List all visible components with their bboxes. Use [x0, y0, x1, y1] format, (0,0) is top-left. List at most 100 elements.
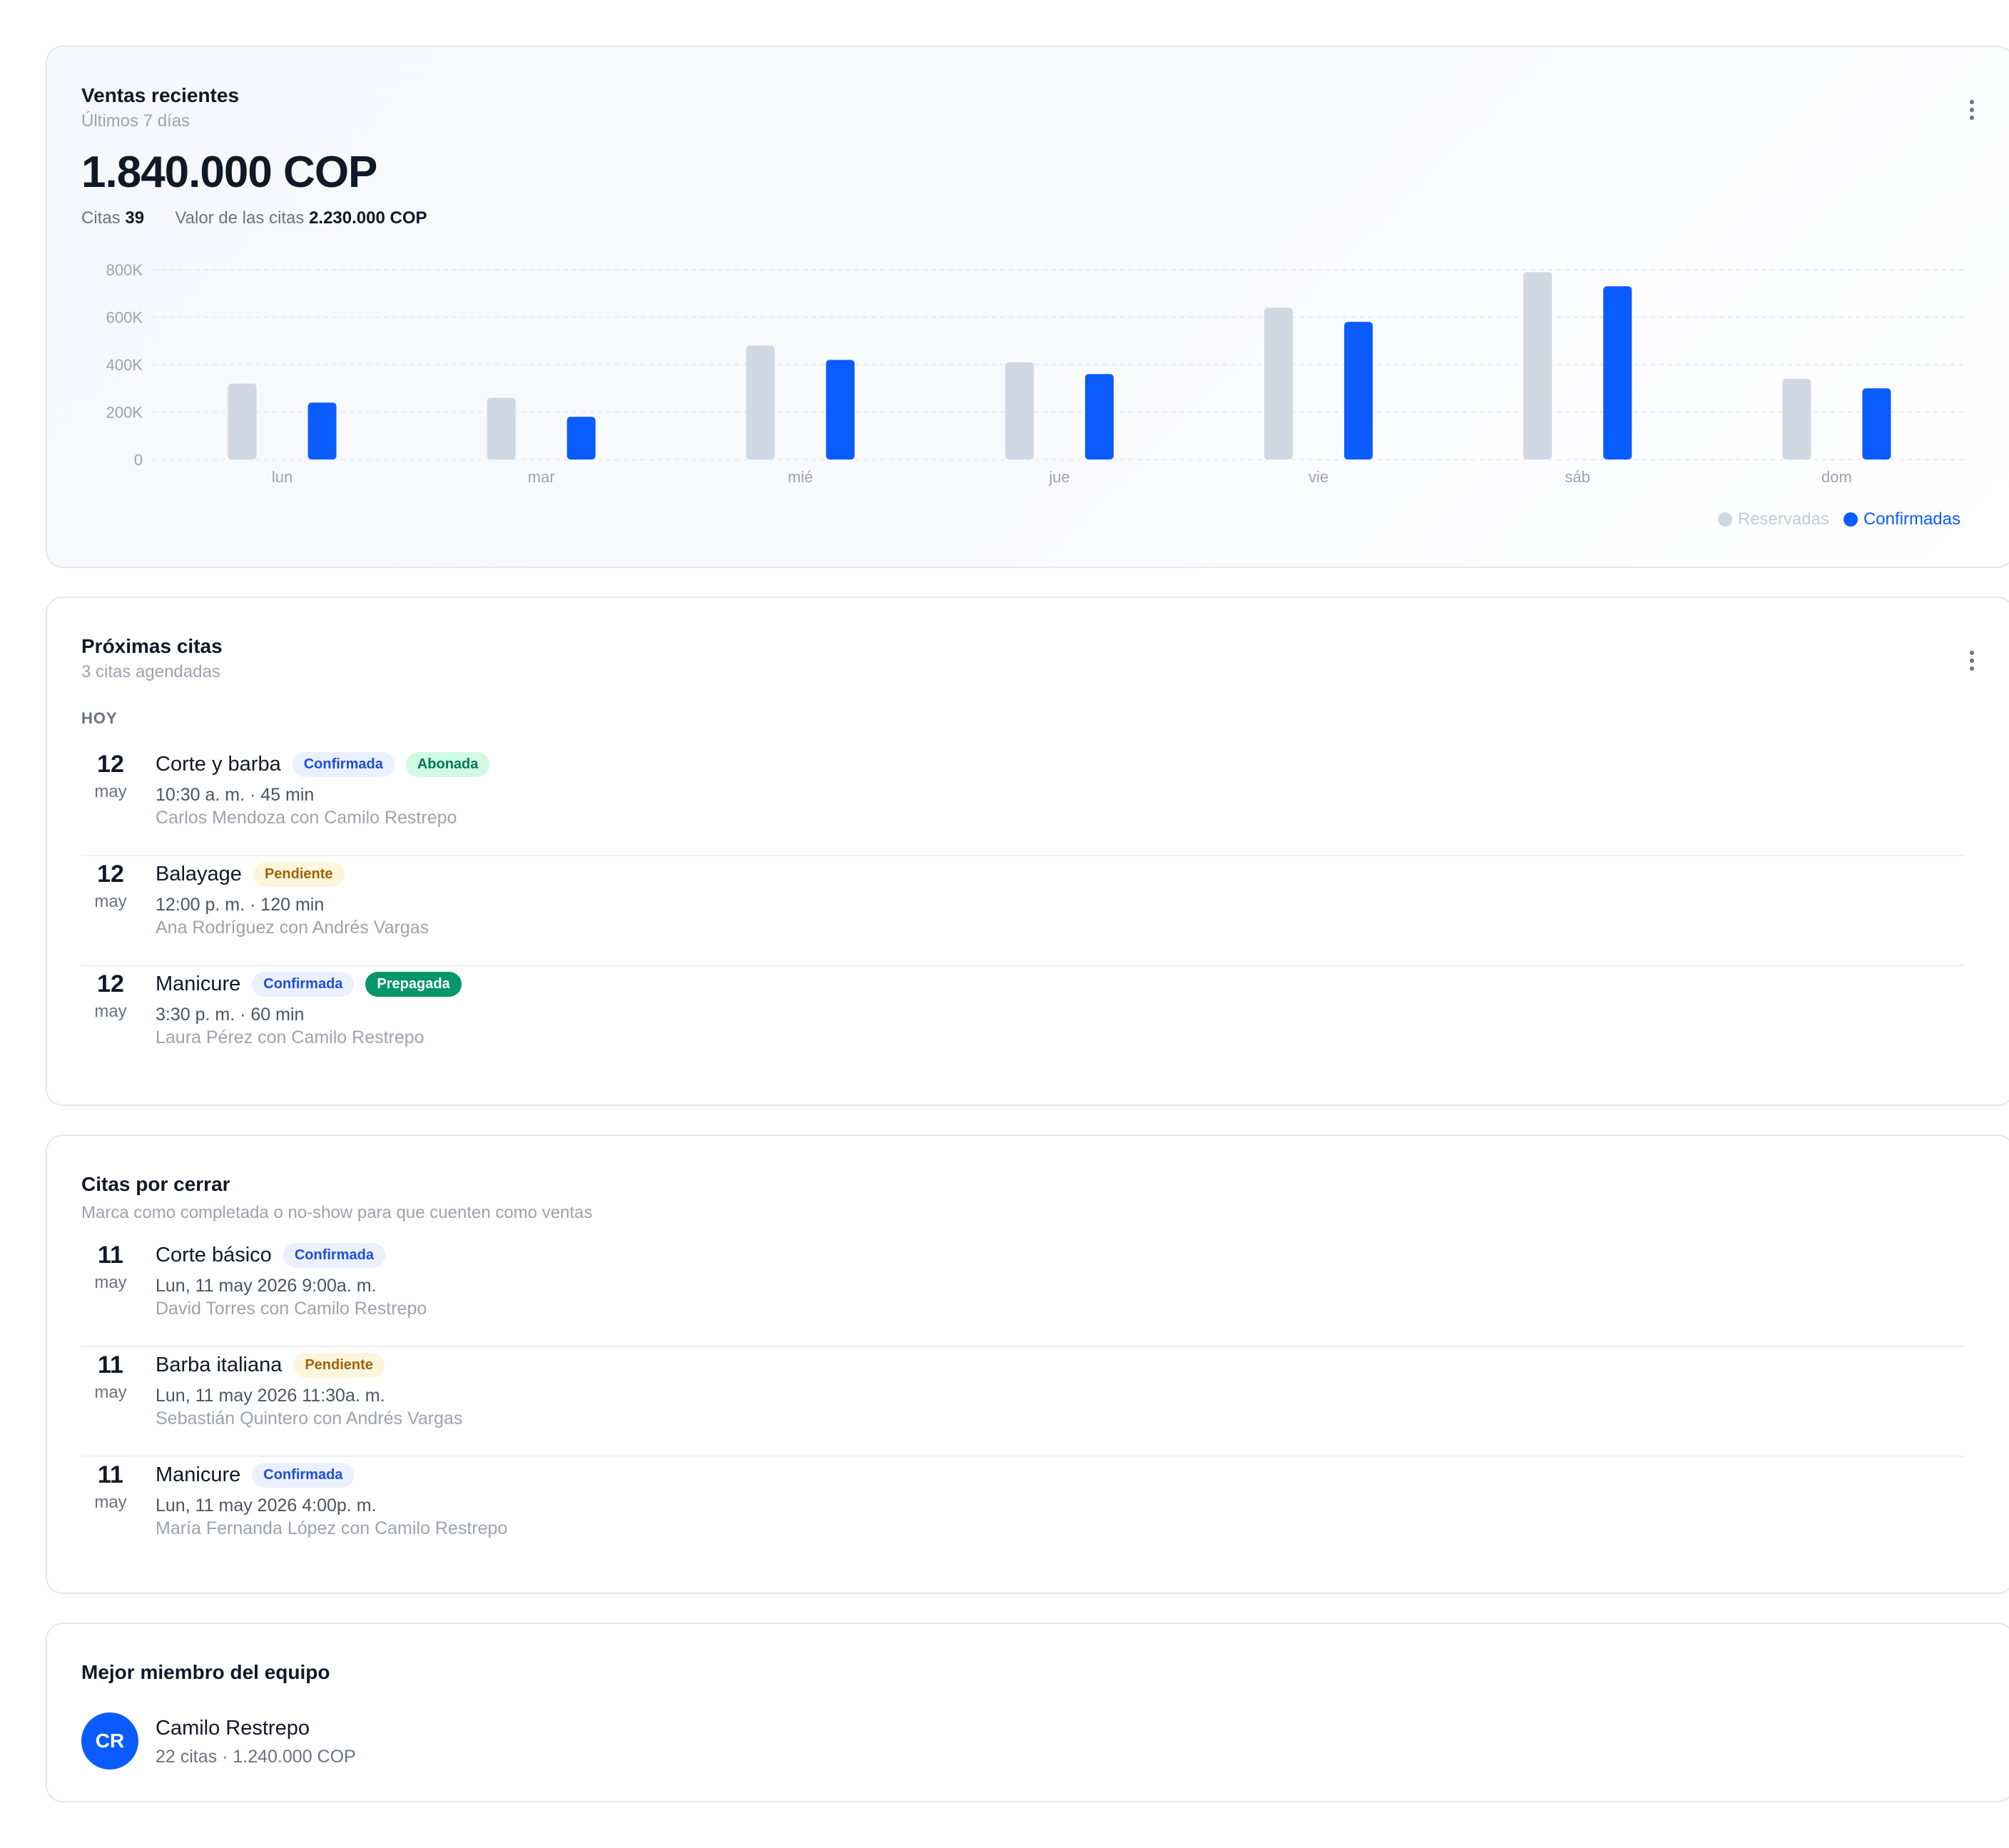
date-day: 11	[98, 1461, 123, 1488]
x-tick-label: vie	[1308, 468, 1328, 486]
to-close-card: Citas por cerrar Marca como completada o…	[46, 1134, 2009, 1594]
best-member-title: Mejor miembro del equipo	[81, 1661, 330, 1683]
list-item[interactable]: 11 may Manicure Confirmada Lun, 11 may 2026 …	[81, 1456, 1965, 1565]
date-day: 11	[98, 1351, 123, 1379]
bar-reservadas[interactable]	[1264, 308, 1293, 460]
bar-reservadas[interactable]	[228, 383, 257, 460]
bar-reservadas[interactable]	[1782, 378, 1811, 460]
citas-value: 39	[125, 208, 145, 228]
valor-label: Valor de las citas	[175, 208, 305, 228]
status-badge: Pendiente	[253, 862, 345, 887]
appointment-time: Lun, 11 may 2026 4:00p. m.	[156, 1496, 377, 1516]
sales-title: Ventas recientes	[81, 84, 240, 106]
x-tick-label: mar	[528, 468, 555, 486]
appointment-people: Laura Pérez con Camilo Restrepo	[156, 1027, 424, 1047]
status-badge: Confirmada	[252, 1463, 355, 1488]
bar-reservadas[interactable]	[1523, 272, 1552, 460]
y-tick-label: 400K	[106, 356, 143, 374]
sales-card: Ventas recientes Últimos 7 días 1.840.00…	[46, 46, 2009, 568]
appointment-people: Sebastián Quintero con Andrés Vargas	[156, 1408, 463, 1428]
y-tick-label: 0	[134, 451, 143, 469]
sales-total: 1.840.000 COP	[81, 148, 377, 197]
bar-confirmadas[interactable]	[1862, 388, 1891, 460]
appointment-time: 3:30 p. m. · 60 min	[156, 1005, 305, 1025]
sales-bar-chart: 0 200K 400K 600K 800K lun mar mié jue vie sáb dom	[106, 261, 1966, 486]
bar-reservadas[interactable]	[746, 345, 775, 460]
status-badge: Confirmada	[252, 972, 355, 997]
date-month: may	[94, 1383, 127, 1402]
appointment-title-row: Balayage Pendiente	[156, 862, 345, 887]
x-tick-label: mié	[788, 468, 813, 486]
appointment-time: Lun, 11 may 2026 11:30a. m.	[156, 1386, 385, 1406]
appointment-people: David Torres con Camilo Restrepo	[156, 1299, 427, 1319]
member-stats: 22 citas · 1.240.000 COP	[156, 1747, 356, 1767]
appointment-time: 10:30 a. m. · 45 min	[156, 785, 315, 805]
bar-reservadas[interactable]	[1005, 362, 1034, 460]
y-tick-label: 200K	[106, 404, 143, 422]
best-member-card: Mejor miembro del equipo CR Camilo Restr…	[46, 1623, 2009, 1802]
list-item[interactable]: 12 may Corte y barba Confirmada Abonada 10:30…	[81, 745, 1965, 856]
list-item[interactable]: 11 may Corte básico Confirmada Lun, 11 may 2…	[81, 1236, 1965, 1347]
date-month: may	[94, 782, 127, 801]
x-tick-label: sáb	[1565, 468, 1590, 486]
upcoming-card: Próximas citas 3 citas agendadas HOY 12 m…	[46, 596, 2009, 1106]
to-close-title: Citas por cerrar	[81, 1173, 230, 1195]
date-day: 12	[97, 970, 124, 997]
bar-confirmadas[interactable]	[307, 402, 337, 460]
service-name: Corte y barba	[156, 753, 281, 776]
service-name: Barba italiana	[156, 1354, 283, 1376]
to-close-subtitle: Marca como completada o no-show para que…	[81, 1203, 593, 1222]
date-day: 11	[98, 1242, 123, 1269]
status-badge: Pendiente	[293, 1353, 385, 1378]
date-day: 12	[97, 860, 124, 888]
sales-more-icon[interactable]	[1959, 97, 1985, 123]
list-item[interactable]: 11 may Barba italiana Pendiente Lun, 11 may …	[81, 1346, 1965, 1457]
status-badge: Prepagada	[365, 972, 462, 997]
legend-dot-icon	[1717, 512, 1732, 527]
bar-confirmadas[interactable]	[1603, 286, 1632, 460]
upcoming-more-icon[interactable]	[1959, 648, 1985, 674]
status-badge: Confirmada	[292, 752, 395, 777]
member-name: Camilo Restrepo	[156, 1717, 310, 1740]
service-name: Manicure	[156, 1463, 241, 1486]
bar-confirmadas[interactable]	[566, 417, 596, 460]
legend-item[interactable]: Confirmadas	[1843, 509, 1960, 529]
appointment-title-row: Barba italiana Pendiente	[156, 1353, 385, 1378]
member-row[interactable]: CR Camilo Restrepo 22 citas · 1.240.000 …	[81, 1712, 509, 1772]
date-month: may	[94, 1273, 127, 1292]
bar-reservadas[interactable]	[487, 397, 516, 460]
date-month: may	[94, 1002, 127, 1021]
appointment-time: Lun, 11 may 2026 9:00a. m.	[156, 1276, 377, 1296]
x-tick-label: jue	[1048, 468, 1069, 486]
appointment-title-row: Corte y barba Confirmada Abonada	[156, 752, 490, 777]
bar-confirmadas[interactable]	[1344, 322, 1373, 460]
date-month: may	[94, 1493, 127, 1512]
x-tick-label: lun	[272, 468, 293, 486]
upcoming-subtitle: 3 citas agendadas	[81, 662, 220, 681]
avatar: CR	[81, 1712, 138, 1770]
legend-dot-icon	[1843, 512, 1858, 527]
y-tick-label: 800K	[106, 261, 143, 279]
bar-confirmadas[interactable]	[1085, 374, 1114, 460]
upcoming-title: Próximas citas	[81, 635, 223, 657]
date-month: may	[94, 892, 127, 911]
legend-item[interactable]: Reservadas	[1717, 509, 1829, 529]
appointment-people: Ana Rodríguez con Andrés Vargas	[156, 918, 429, 938]
valor-value: 2.230.000 COP	[309, 208, 427, 228]
legend-label: Reservadas	[1737, 509, 1829, 529]
legend-label: Confirmadas	[1863, 509, 1960, 529]
list-item[interactable]: 12 may Balayage Pendiente 12:00 p. m. · 120 …	[81, 855, 1965, 966]
sales-subtitle: Últimos 7 días	[81, 111, 190, 131]
appointment-title-row: Manicure Confirmada	[156, 1463, 355, 1488]
appointment-time: 12:00 p. m. · 120 min	[156, 895, 325, 915]
date-day: 12	[97, 751, 124, 778]
appointment-people: Carlos Mendoza con Camilo Restrepo	[156, 808, 457, 828]
service-name: Manicure	[156, 973, 241, 995]
bar-confirmadas[interactable]	[825, 360, 855, 460]
appointment-title-row: Manicure Confirmada Prepagada	[156, 972, 462, 997]
citas-label: Citas	[81, 208, 121, 228]
section-label-today: HOY	[81, 709, 118, 727]
list-item[interactable]: 12 may Manicure Confirmada Prepagada 3:30 p. …	[81, 965, 1965, 1075]
x-tick-label: dom	[1821, 468, 1852, 486]
status-badge: Confirmada	[283, 1243, 385, 1268]
